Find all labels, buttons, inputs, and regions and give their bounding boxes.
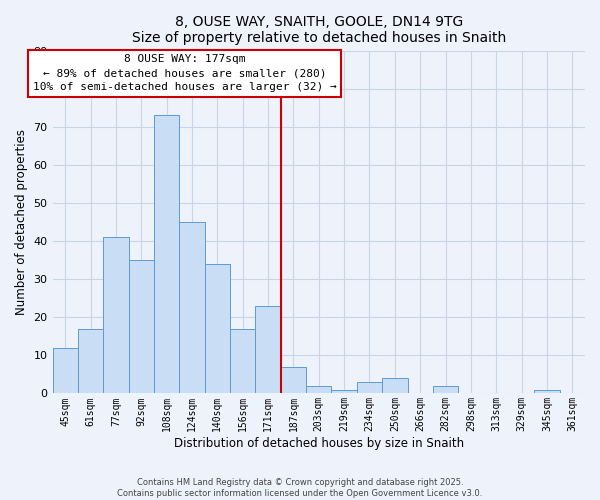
Bar: [154, 116, 179, 394]
Bar: [281, 366, 306, 394]
Bar: [179, 222, 205, 394]
Y-axis label: Number of detached properties: Number of detached properties: [15, 129, 28, 315]
Bar: [78, 328, 103, 394]
Bar: [331, 390, 357, 394]
Text: 8 OUSE WAY: 177sqm
← 89% of detached houses are smaller (280)
10% of semi-detach: 8 OUSE WAY: 177sqm ← 89% of detached hou…: [32, 54, 336, 92]
Bar: [357, 382, 382, 394]
Bar: [103, 237, 128, 394]
Bar: [306, 386, 331, 394]
Bar: [382, 378, 407, 394]
Bar: [53, 348, 78, 394]
Bar: [256, 306, 281, 394]
Text: Contains HM Land Registry data © Crown copyright and database right 2025.
Contai: Contains HM Land Registry data © Crown c…: [118, 478, 482, 498]
Title: 8, OUSE WAY, SNAITH, GOOLE, DN14 9TG
Size of property relative to detached house: 8, OUSE WAY, SNAITH, GOOLE, DN14 9TG Siz…: [131, 15, 506, 45]
X-axis label: Distribution of detached houses by size in Snaith: Distribution of detached houses by size …: [174, 437, 464, 450]
Bar: [433, 386, 458, 394]
Bar: [230, 328, 256, 394]
Bar: [534, 390, 560, 394]
Bar: [128, 260, 154, 394]
Bar: [205, 264, 230, 394]
